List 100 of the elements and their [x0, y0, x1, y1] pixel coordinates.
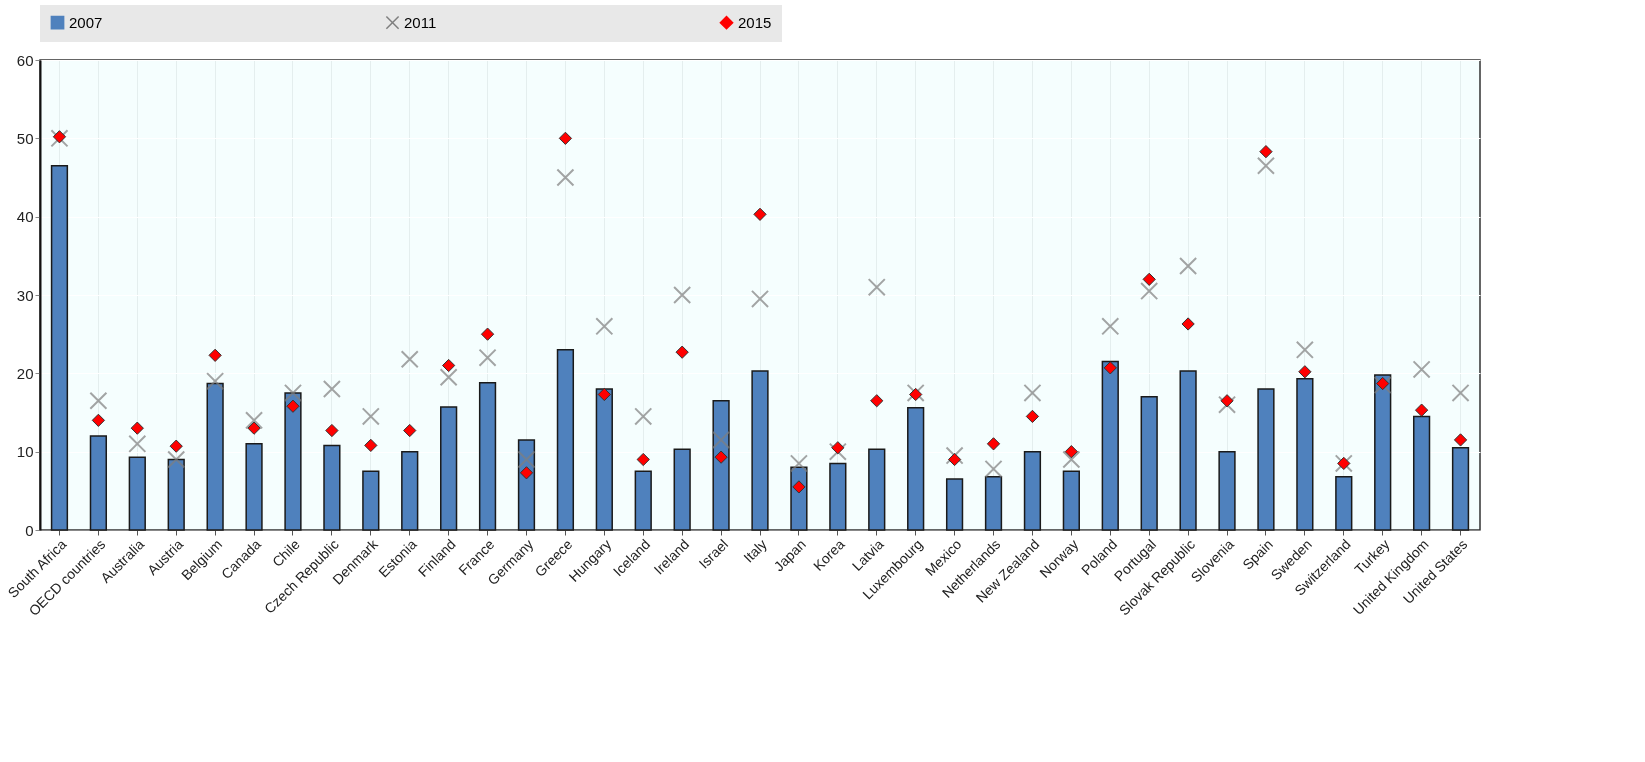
point: [1220, 394, 1234, 408]
point: [1451, 383, 1470, 402]
point: [208, 348, 222, 362]
bar: [245, 443, 263, 531]
point: [50, 129, 69, 148]
bar: [751, 370, 769, 531]
point: [831, 441, 845, 455]
bar: [89, 435, 108, 531]
y-tick-label: 20: [16, 364, 34, 382]
y-tick-label: 10: [16, 443, 34, 461]
point: [52, 130, 67, 144]
point: [1103, 361, 1117, 375]
bar: [1179, 370, 1197, 531]
point: [867, 278, 886, 297]
bar: [323, 444, 341, 531]
point: [167, 450, 186, 469]
point: [1140, 282, 1159, 301]
bar: [829, 462, 847, 531]
point: [1376, 376, 1390, 391]
point: [480, 327, 495, 341]
point: [792, 480, 806, 494]
point: [130, 421, 144, 435]
bar: [284, 392, 302, 531]
bar: [1218, 450, 1236, 531]
point: [361, 407, 380, 426]
point: [517, 450, 536, 469]
point: [247, 421, 261, 435]
point: [1453, 433, 1468, 447]
bar: [1335, 475, 1353, 531]
bar: [673, 448, 691, 531]
point: [1025, 409, 1040, 424]
point: [945, 446, 964, 465]
point: [558, 131, 573, 145]
point: [1415, 403, 1429, 417]
bar: [1412, 415, 1431, 531]
point: [984, 459, 1003, 478]
bar: [595, 388, 613, 531]
point: [442, 358, 456, 373]
legend-label: 2011: [404, 13, 437, 31]
bar: [128, 456, 146, 531]
point: [595, 317, 614, 336]
point: [675, 345, 689, 359]
x-tick-label: Italy: [740, 536, 770, 566]
point: [128, 434, 147, 453]
point: [244, 411, 264, 430]
point: [1295, 340, 1314, 359]
point: [753, 207, 767, 221]
point: [283, 383, 303, 402]
point: [364, 438, 378, 453]
point: [909, 387, 923, 402]
bar: [1296, 378, 1314, 531]
y-tick-label: 0: [25, 521, 34, 539]
point: [597, 387, 611, 402]
bar: [1140, 396, 1158, 531]
point: [673, 285, 692, 305]
point: [1142, 272, 1156, 286]
bar: [556, 349, 575, 531]
y-tick-label: 50: [16, 129, 34, 147]
bar: [634, 470, 652, 531]
legend-label: 2015: [738, 13, 772, 31]
point: [870, 394, 884, 408]
bar: [1101, 360, 1119, 531]
bar: [1257, 388, 1275, 531]
point: [712, 430, 731, 449]
point: [986, 437, 1001, 451]
y-tick-label: 40: [16, 208, 34, 226]
bar: [206, 382, 224, 531]
point: [556, 168, 575, 187]
bar: [1023, 450, 1042, 531]
point: [1412, 360, 1431, 379]
bar: [984, 475, 1003, 531]
bar: [1451, 447, 1470, 531]
point: [1179, 256, 1198, 276]
point: [439, 368, 458, 387]
point: [636, 452, 650, 467]
point: [1181, 317, 1195, 331]
point: [89, 391, 108, 410]
bar: [167, 458, 185, 531]
bar: [712, 400, 730, 531]
point: [1064, 445, 1078, 459]
point: [906, 383, 925, 402]
point: [789, 454, 808, 473]
bar: [50, 165, 69, 531]
bar: [1374, 374, 1392, 531]
point: [1023, 383, 1042, 402]
point: [947, 452, 962, 467]
point: [1062, 450, 1081, 469]
legend-label: 2007: [69, 13, 103, 31]
point: [403, 423, 417, 438]
bar: [868, 448, 886, 531]
point: [750, 289, 770, 308]
point: [322, 379, 341, 399]
bar: [478, 381, 497, 531]
bar: [362, 470, 380, 531]
point: [828, 442, 847, 461]
point: [1298, 365, 1312, 379]
point: [325, 423, 339, 438]
point: [169, 439, 183, 453]
y-tick-label: 60: [16, 51, 34, 69]
point: [634, 407, 653, 426]
